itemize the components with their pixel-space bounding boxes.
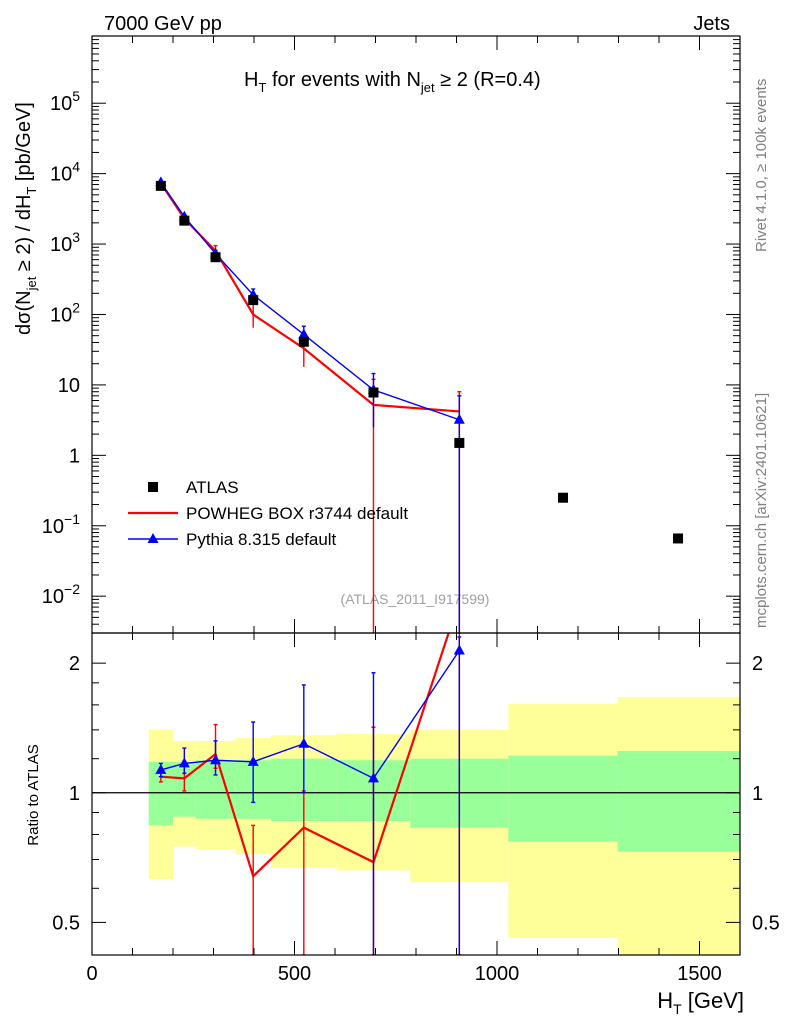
ratio-y-tick-label-left: 0.5 <box>52 912 80 934</box>
atlas-marker <box>454 437 465 448</box>
main-line-pythia <box>160 182 460 421</box>
rivet-version-label: Rivet 4.1.0, ≥ 100k events <box>753 79 770 252</box>
analysis-label: (ATLAS_2011_I917599) <box>341 591 490 607</box>
atlas-marker <box>298 336 309 347</box>
main-y-tick-label: 10−1 <box>42 511 80 538</box>
main-marker-pythia <box>453 413 465 424</box>
main-data-layer <box>155 176 684 633</box>
ratio-series <box>155 633 465 955</box>
ratio-y-tick-label-left: 2 <box>69 653 80 675</box>
atlas-marker <box>673 533 684 544</box>
main-line-powheg <box>159 182 460 413</box>
atlas-marker <box>210 252 221 263</box>
x-tick-label: 1000 <box>475 963 520 985</box>
band-inner <box>617 751 740 852</box>
legend-entry-powheg: POWHEG BOX r3744 default <box>128 504 408 523</box>
main-y-tick-label: 103 <box>50 229 80 256</box>
atlas-marker <box>179 215 190 226</box>
chart-title: HT for events with Njet ≥ 2 (R=0.4) <box>244 69 541 95</box>
mcplots-label: mcplots.cern.ch [arXiv:2401.10621] <box>753 393 770 628</box>
ratio-y-tick-label-right: 2 <box>752 653 763 675</box>
main-y-tick-label: 104 <box>50 159 80 186</box>
band-inner <box>508 755 618 842</box>
main-y-tick-label: 105 <box>50 88 80 115</box>
x-tick-label: 1500 <box>677 963 722 985</box>
legend-pythia-marker <box>147 533 159 543</box>
ratio-y-tick-label-left: 1 <box>69 783 80 805</box>
legend-entry-pythia: Pythia 8.315 default <box>128 530 337 549</box>
legend-atlas-marker <box>148 482 158 492</box>
ratio-marker-pythia <box>155 763 167 774</box>
ratio-marker-pythia <box>298 737 310 748</box>
ratio-y-axis-label: Ratio to ATLAS <box>25 744 42 845</box>
ratio-marker-pythia <box>367 772 379 783</box>
x-tick-label: 500 <box>278 963 311 985</box>
uncertainty-bands <box>148 696 740 955</box>
ratio-marker-pythia <box>178 757 190 768</box>
x-axis-label: HT [GeV] <box>657 988 744 1017</box>
ratio-marker-pythia <box>453 644 465 655</box>
legend: ATLAS POWHEG BOX r3744 default Pythia 8.31… <box>128 478 408 549</box>
ratio-panel <box>92 633 740 955</box>
main-y-axis-label: dσ(Njet ≥ 2) / dHT [pb/GeV] <box>13 102 39 335</box>
main-y-tick-label: 1 <box>69 445 80 467</box>
process-label: Jets <box>693 13 730 35</box>
legend-label: POWHEG BOX r3744 default <box>186 504 408 523</box>
main-marker-pythia <box>298 328 310 339</box>
main-y-tick-label: 102 <box>50 299 80 326</box>
atlas-marker <box>558 492 569 503</box>
axes-layer: 0 500 1000 1500 10−2 10−1 1 10 102 103 104 105 0.5 0.… <box>42 35 780 985</box>
legend-label: Pythia 8.315 default <box>186 530 337 549</box>
ratio-y-tick-label-right: 1 <box>752 783 763 805</box>
atlas-marker <box>368 387 379 398</box>
ratio-marker-pythia <box>247 755 259 766</box>
atlas-marker <box>155 180 166 191</box>
main-y-tick-label: 10−2 <box>42 581 80 608</box>
legend-label: ATLAS <box>186 478 239 497</box>
legend-entry-atlas: ATLAS <box>148 478 239 497</box>
ratio-y-tick-label-right: 0.5 <box>752 912 780 934</box>
main-series <box>155 176 684 633</box>
ratio-marker-pythia <box>210 754 222 765</box>
main-y-tick-label: 10 <box>58 375 80 397</box>
atlas-marker <box>248 295 259 306</box>
energy-label: 7000 GeV pp <box>104 13 222 35</box>
x-tick-label: 0 <box>86 963 97 985</box>
